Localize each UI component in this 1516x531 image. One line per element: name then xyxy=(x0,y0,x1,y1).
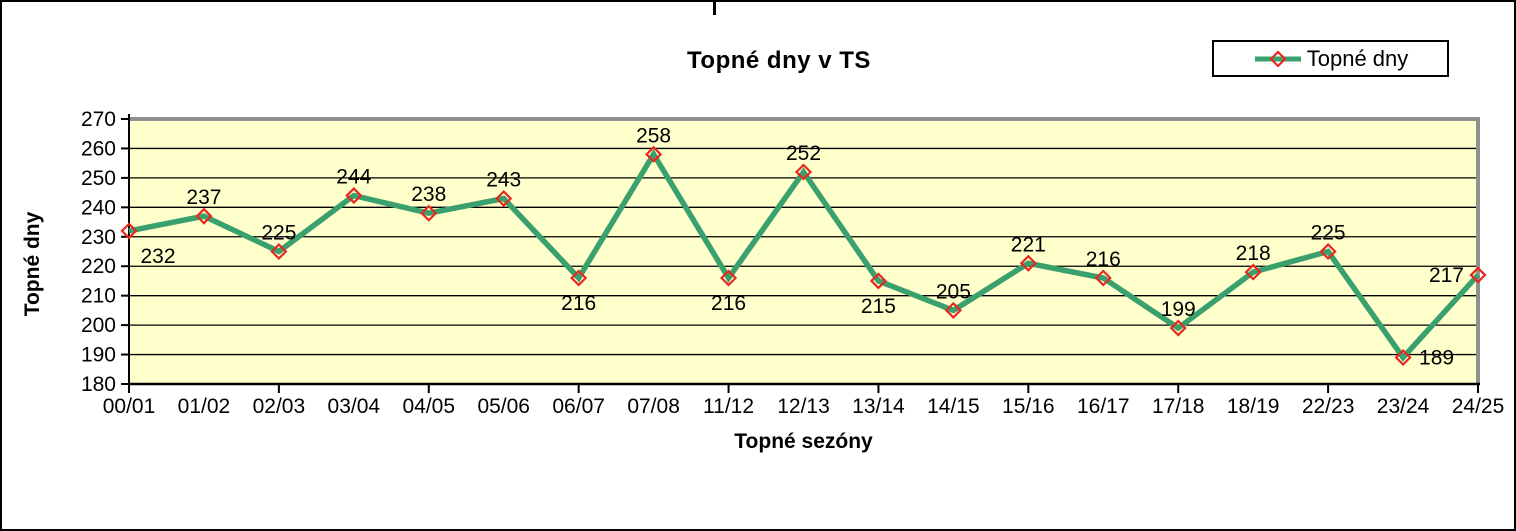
data-point-marker xyxy=(495,189,513,208)
x-tick-label: 18/19 xyxy=(1227,395,1280,418)
y-tick-label: 240 xyxy=(81,196,116,219)
data-label: 216 xyxy=(711,292,746,315)
x-tick-label: 16/17 xyxy=(1077,395,1130,418)
data-point-marker xyxy=(120,222,138,240)
data-label: 244 xyxy=(336,166,371,189)
y-tick-label: 180 xyxy=(81,373,116,396)
y-tick-label: 200 xyxy=(81,314,116,337)
x-tick-label: 06/07 xyxy=(552,395,605,418)
frame-tick-mark xyxy=(713,2,716,15)
data-label: 217 xyxy=(1429,264,1464,287)
data-point-marker xyxy=(1169,319,1187,337)
x-tick-label: 22/23 xyxy=(1302,395,1355,418)
x-tick-label: 15/16 xyxy=(1002,395,1055,418)
data-label: 205 xyxy=(936,280,971,303)
x-tick-label: 24/25 xyxy=(1452,395,1505,418)
data-point-marker xyxy=(645,145,663,163)
data-label: 232 xyxy=(140,245,175,268)
data-label: 225 xyxy=(1311,222,1346,245)
y-tick-label: 250 xyxy=(81,167,116,190)
x-tick-label: 02/03 xyxy=(253,395,306,418)
data-label: 215 xyxy=(861,295,896,318)
data-point-marker xyxy=(720,269,738,287)
x-axis-title: Topné sezóny xyxy=(734,430,873,453)
x-tick-label: 03/04 xyxy=(328,395,381,418)
data-point-marker xyxy=(1469,266,1487,284)
x-tick-label: 07/08 xyxy=(627,395,680,418)
x-tick-label: 23/24 xyxy=(1377,395,1430,418)
chart-title: Topné dny v TS xyxy=(687,47,871,74)
x-tick-label: 05/06 xyxy=(477,395,530,418)
x-tick-label: 17/18 xyxy=(1152,395,1205,418)
data-point-marker xyxy=(270,242,288,261)
data-label: 237 xyxy=(186,186,221,209)
data-point-marker xyxy=(195,207,213,225)
x-tick-label: 14/15 xyxy=(927,395,980,418)
data-label: 243 xyxy=(486,169,521,192)
data-point-marker xyxy=(345,187,363,205)
data-label: 238 xyxy=(411,183,446,206)
data-point-marker xyxy=(1244,263,1262,281)
series-line xyxy=(128,149,1481,362)
y-tick-label: 190 xyxy=(81,344,116,367)
data-point-marker xyxy=(869,272,887,290)
y-tick-label: 210 xyxy=(81,285,116,308)
data-label: 252 xyxy=(786,142,821,165)
legend-marker-icon xyxy=(1254,49,1301,68)
y-tick-label: 260 xyxy=(81,137,116,160)
y-tick-label: 230 xyxy=(81,226,116,249)
data-label: 199 xyxy=(1161,298,1196,321)
data-label: 221 xyxy=(1011,233,1046,256)
data-point-marker xyxy=(1394,348,1412,367)
data-point-marker xyxy=(420,204,438,222)
data-label: 189 xyxy=(1419,347,1454,370)
data-point-marker xyxy=(1319,242,1337,261)
x-tick-label: 12/13 xyxy=(777,395,830,418)
data-label: 216 xyxy=(1086,248,1121,271)
data-label: 258 xyxy=(636,124,671,147)
plot-background xyxy=(129,119,1478,384)
data-point-marker xyxy=(944,301,962,319)
x-tick-label: 13/14 xyxy=(852,395,905,418)
legend-entry-label: Topné dny xyxy=(1306,45,1409,71)
data-point-marker xyxy=(1019,254,1037,272)
legend: Topné dny xyxy=(1212,40,1449,77)
data-point-marker xyxy=(1094,269,1112,287)
data-label: 225 xyxy=(261,222,296,245)
y-tick-label: 220 xyxy=(81,255,116,278)
y-tick-label: 270 xyxy=(81,108,116,131)
x-tick-label: 00/01 xyxy=(103,395,156,418)
data-point-marker xyxy=(794,163,813,181)
x-tick-label: 11/12 xyxy=(703,395,754,418)
data-label: 218 xyxy=(1236,242,1271,265)
data-label: 216 xyxy=(561,292,596,315)
x-tick-label: 01/02 xyxy=(178,395,231,418)
data-point-marker xyxy=(570,269,588,287)
x-tick-label: 04/05 xyxy=(402,395,455,418)
